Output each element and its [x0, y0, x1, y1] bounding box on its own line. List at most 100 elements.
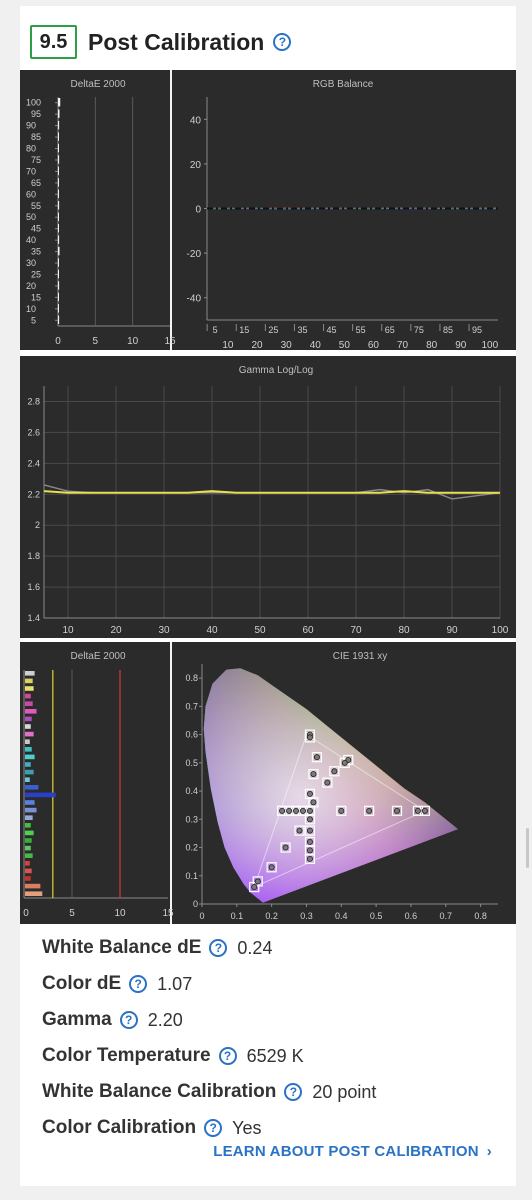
color-deltae-bar: [25, 830, 34, 836]
gamma-x-tick-label: 80: [398, 625, 410, 636]
cie-1931-chart: 0.8 0.7 0.6 0.5 0.4 0.3 0.2 0.1 00 0.1 0.2 0.3 0.4 0.…: [185, 664, 498, 921]
cie-chart-title: CIE 1931 xy: [333, 651, 387, 662]
question-circle-icon[interactable]: ?: [204, 1119, 223, 1137]
rgb-x-tick-label-bottom: 20: [251, 340, 263, 350]
cie-measured-point: [279, 807, 286, 814]
cie-target-square: [339, 757, 350, 768]
cie-target-square: [336, 805, 347, 816]
chevron-right-icon: ›: [486, 1143, 492, 1160]
cie-target-square: [308, 769, 319, 780]
cie-measured-point: [306, 838, 313, 845]
deltae-y-tick-label: 45: [31, 224, 41, 234]
stat-label: Gamma: [42, 1009, 112, 1030]
rgb-x-tick-label-bottom: 90: [455, 340, 467, 350]
cie-measured-point: [299, 807, 306, 814]
rgb-x-tick-label-bottom: 30: [281, 340, 293, 350]
question-circle-icon[interactable]: ?: [284, 1083, 303, 1101]
calibration-stats: White Balance dE ? 0.24 Color dE ? 1.07 …: [42, 930, 512, 1146]
stat-label: White Balance dE: [42, 937, 202, 958]
color-deltae-bar: [25, 853, 33, 858]
gamma-x-tick-label: 100: [492, 625, 509, 636]
deltae-bar: [58, 269, 59, 279]
cie-measured-point: [310, 771, 317, 778]
cie-target-square: [364, 805, 375, 816]
cie-target-square: [391, 805, 403, 816]
gamma-x-tick-label: 60: [302, 625, 314, 636]
deltae-bar: [58, 235, 60, 244]
gamma-y-tick-label: 2.4: [27, 458, 40, 468]
gamma-y-tick-label: 2.8: [27, 396, 40, 406]
color-deltae-bar: [25, 754, 35, 760]
rgb-x-tick-label-top: 55: [356, 325, 366, 335]
cie-target-square: [304, 825, 316, 836]
cie-target-square: [266, 862, 277, 873]
deltae-bar: [58, 155, 60, 164]
deltae-bar: [58, 212, 59, 221]
rgb-x-tick-label-bottom: 10: [222, 340, 234, 350]
deltae-x-tick-label: 15: [164, 336, 176, 347]
cie-measured-point: [251, 884, 258, 891]
color-deltae-bar: [25, 686, 34, 691]
rgb-x-tick-label-bottom: 40: [310, 340, 322, 350]
deltae-y-tick-label: 15: [31, 292, 41, 302]
deltae-y-tick-label: 60: [26, 189, 36, 199]
score-badge: 9.5: [30, 25, 77, 59]
cie-target-square: [249, 881, 260, 893]
cie-x-tick-label: 0.1: [231, 911, 244, 921]
question-circle-icon[interactable]: ?: [119, 1011, 138, 1029]
deltae-bar: [58, 189, 59, 199]
question-circle-icon[interactable]: ?: [273, 33, 292, 51]
gamma-x-tick-label: 70: [350, 625, 362, 636]
question-circle-icon[interactable]: ?: [129, 975, 148, 993]
rgb-x-tick-label-bottom: 50: [339, 340, 351, 350]
question-circle-icon[interactable]: ?: [209, 939, 228, 957]
section-header: 9.5 Post Calibration ?: [30, 24, 292, 60]
question-circle-icon[interactable]: ?: [218, 1047, 237, 1065]
learn-about-post-calibration-link[interactable]: LEARN ABOUT POST CALIBRATION ›: [213, 1143, 492, 1160]
gamma-chart: 2.8 2.6 2.4 2.2 2 1.8 1.6 1.4 10 20 30 40 50 60 70 80 90…: [27, 386, 509, 636]
color-deltae-bar: [25, 731, 34, 737]
gamma-y-tick-label: 1.4: [27, 613, 40, 623]
deltae-bar: [58, 178, 59, 187]
deltae-x-tick-label: 5: [93, 336, 99, 347]
color-deltae-bar: [25, 868, 32, 874]
gamma-x-tick-label: 20: [110, 625, 122, 636]
section-title: Post Calibration: [88, 28, 265, 55]
cie-y-tick-label: 0.5: [185, 758, 198, 768]
cie-measured-point: [310, 799, 317, 806]
cie-target-square: [304, 853, 316, 864]
cie-x-tick-label: 0.4: [335, 911, 348, 921]
rgb-balance-chart-title: RGB Balance: [313, 79, 374, 90]
cie-y-tick-label: 0.8: [185, 673, 198, 683]
deltae-y-tick-label: 85: [31, 132, 41, 142]
cie-x-tick-label: 0.5: [370, 911, 383, 921]
rgb-x-tick-label-bottom: 60: [368, 340, 380, 350]
color-deltae-bar: [25, 861, 30, 866]
deltae-y-tick-label: 90: [26, 121, 36, 131]
cie-measured-point: [313, 754, 320, 761]
rgb-y-tick-label: -40: [187, 294, 202, 305]
cie-target-square: [294, 825, 305, 836]
deltae-y-tick-label: 5: [31, 315, 36, 325]
color-deltae-bar: [25, 739, 30, 744]
scroll-handle[interactable]: [526, 828, 529, 868]
color-deltae-bar: [25, 716, 32, 722]
rgb-x-tick-label-top: 45: [327, 325, 337, 335]
deltae-y-tick-label: 55: [31, 201, 41, 211]
deltae-x-tick-label: 0: [55, 336, 61, 347]
deltae-y-tick-label: 100: [26, 98, 41, 108]
cie-x-tick-label: 0.2: [265, 911, 278, 921]
cie-measured-point: [421, 807, 428, 814]
deltae-y-tick-label: 10: [26, 304, 36, 314]
stat-color-calibration: Color Calibration ? Yes: [42, 1110, 512, 1146]
rgb-x-tick-label-bottom: 80: [426, 340, 438, 350]
deltae-bar: [58, 292, 59, 302]
rgb-y-tick-label: 20: [190, 160, 202, 171]
color-deltae-bar: [25, 769, 34, 775]
cie-measured-point: [341, 759, 348, 766]
gamma-y-tick-label: 2: [35, 520, 40, 530]
deltae-bar: [58, 132, 59, 141]
deltae-y-tick-label: 35: [31, 247, 41, 257]
learn-link-label: LEARN ABOUT POST CALIBRATION: [213, 1143, 479, 1160]
stat-gamma: Gamma ? 2.20: [42, 1002, 512, 1038]
